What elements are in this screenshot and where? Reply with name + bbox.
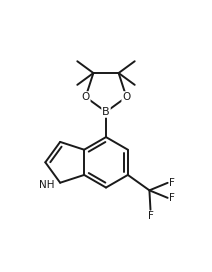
Text: O: O — [81, 92, 90, 102]
Text: F: F — [148, 211, 153, 221]
Text: O: O — [122, 92, 131, 102]
Text: NH: NH — [39, 180, 55, 190]
Text: B: B — [102, 107, 110, 117]
Text: F: F — [169, 178, 175, 188]
Text: F: F — [169, 193, 175, 203]
